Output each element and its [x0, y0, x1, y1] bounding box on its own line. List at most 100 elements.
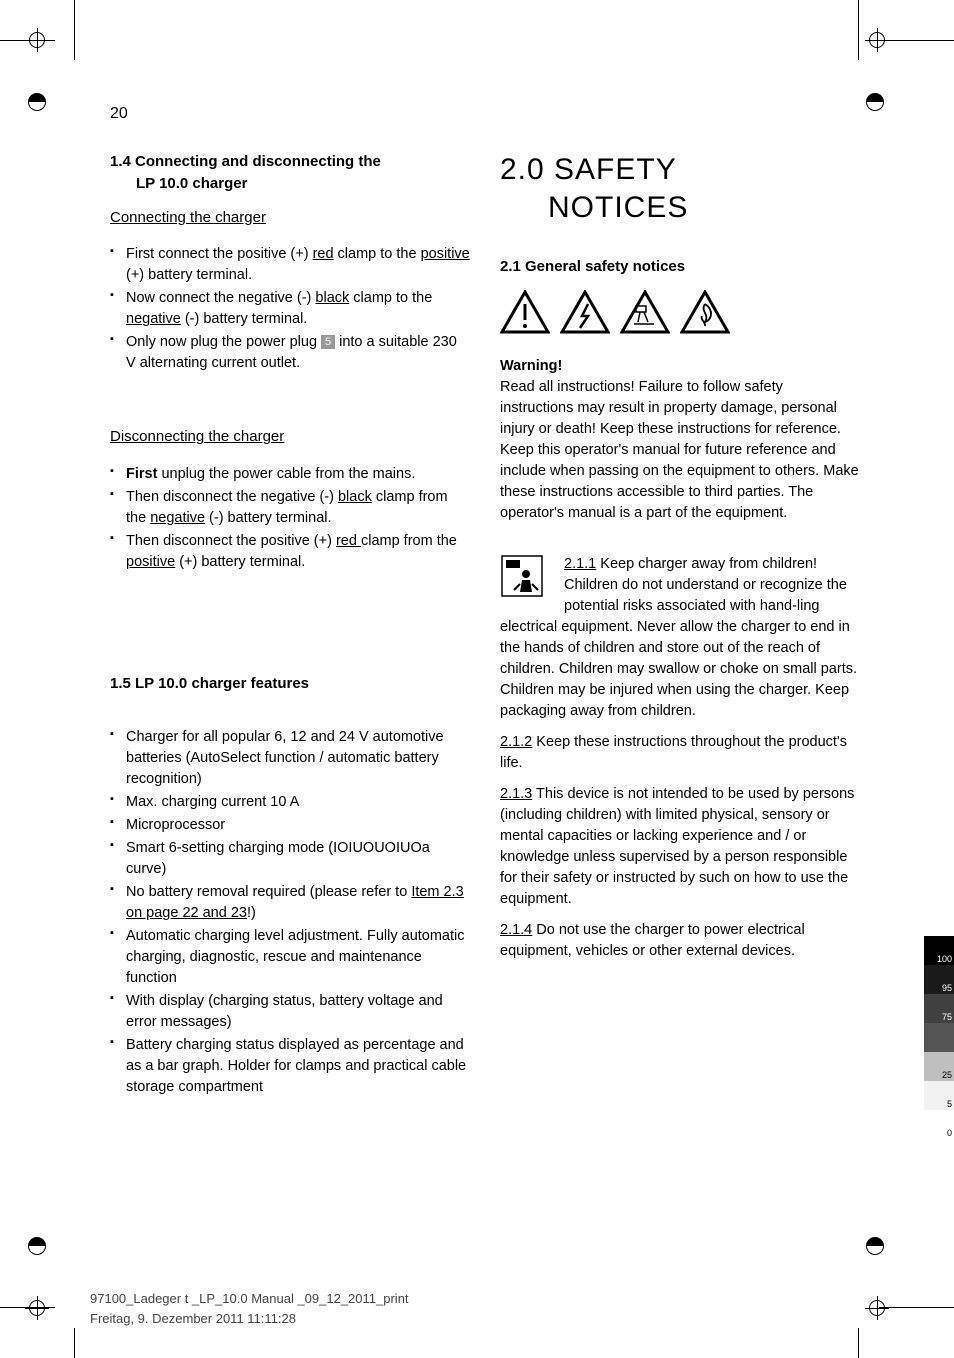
clause-number: 2.1.4 [500, 922, 532, 938]
warning-heading: Warning! [500, 356, 860, 377]
colorbar-label: 95 [942, 983, 952, 993]
text: Only now plug the power plug [126, 334, 321, 350]
colorbar-label: 5 [947, 1099, 952, 1109]
print-footer: 97100_Ladeger t _LP_10.0 Manual _09_12_2… [90, 1289, 409, 1328]
list-item: Charger for all popular 6, 12 and 24 V a… [110, 727, 470, 790]
safety-2-1-2: 2.1.2 Keep these instructions throughout… [500, 732, 860, 774]
footer-timestamp: Freitag, 9. Dezember 2011 11:11:28 [90, 1309, 409, 1329]
text: Now connect the negative (-) [126, 290, 315, 306]
crop-mark [74, 1328, 75, 1358]
registration-mark-icon [865, 28, 889, 52]
text: No battery removal required (please refe… [126, 884, 411, 900]
colorbar-segment: 25 [924, 1052, 954, 1081]
ref-number-box: 5 [321, 335, 335, 349]
connecting-label: Connecting the charger [110, 207, 266, 229]
connecting-list: First connect the positive (+) red clamp… [110, 244, 470, 374]
color-calibration-bar: 100 95 75 25 5 0 [924, 936, 954, 1139]
colorbar-label: 25 [942, 1070, 952, 1080]
text-underline: red [336, 533, 361, 549]
clause-text: This device is not intended to be used b… [500, 786, 854, 907]
keep-from-children-icon [500, 554, 550, 604]
crop-mark [858, 1328, 859, 1358]
right-column: 2.0 SAFETY NOTICES 2.1 General safety no… [500, 151, 860, 1108]
text-bold: First [126, 466, 157, 482]
list-item: With display (charging status, battery v… [110, 991, 470, 1033]
colorbar-segment: 100 [924, 936, 954, 965]
safety-2-1-3: 2.1.3 This device is not intended to be … [500, 784, 860, 910]
crop-mark [879, 1307, 954, 1308]
left-column: 1.4 Connecting and disconnecting the LP … [110, 151, 470, 1108]
list-item: Now connect the negative (-) black clamp… [110, 288, 470, 330]
text-underline: negative [126, 311, 181, 327]
crop-mark [858, 0, 859, 60]
warning-icon-row [500, 290, 860, 334]
section-1-4-heading: 1.4 Connecting and disconnecting the LP … [110, 151, 470, 195]
list-item: First connect the positive (+) red clamp… [110, 244, 470, 286]
text: First connect the positive (+) [126, 246, 313, 262]
section-1-5-heading: 1.5 LP 10.0 charger features [110, 673, 470, 695]
warning-body: Read all instructions! Failure to follow… [500, 377, 860, 524]
text: clamp from the [361, 533, 457, 549]
crop-mark [74, 0, 75, 60]
warning-fire-icon [680, 290, 730, 334]
text: clamp to the [334, 246, 421, 262]
half-circle-mark-icon [866, 1237, 884, 1255]
clause-text: Do not use the charger to power electric… [500, 922, 805, 959]
registration-mark-icon [25, 28, 49, 52]
clause-number: 2.1.2 [500, 734, 532, 750]
warning-corrosive-icon [620, 290, 670, 334]
half-circle-mark-icon [866, 93, 884, 111]
heading-text: 1.4 Connecting and disconnecting the [110, 153, 381, 170]
clause-text: Keep charger away from children! Childre… [500, 556, 857, 719]
text: (-) battery terminal. [181, 311, 308, 327]
heading-text: LP 10.0 charger [110, 173, 470, 195]
list-item: First unplug the power cable from the ma… [110, 464, 470, 485]
text-underline: black [315, 290, 349, 306]
text: (+) battery terminal. [126, 267, 252, 283]
clause-number: 2.1.3 [500, 786, 532, 802]
text-underline: positive [421, 246, 470, 262]
text: (+) battery terminal. [175, 554, 305, 570]
disconnecting-label: Disconnecting the charger [110, 426, 284, 448]
page-content: 20 1.4 Connecting and disconnecting the … [110, 105, 860, 1108]
disconnecting-list: First unplug the power cable from the ma… [110, 464, 470, 573]
half-circle-mark-icon [28, 1237, 46, 1255]
list-item: Smart 6-setting charging mode (IOIUOUOIU… [110, 838, 470, 880]
colorbar-label: 75 [942, 1012, 952, 1022]
text-underline: red [313, 246, 334, 262]
text: (-) battery terminal. [205, 510, 332, 526]
features-list: Charger for all popular 6, 12 and 24 V a… [110, 727, 470, 1098]
safety-2-1-1: 2.1.1 Keep charger away from children! C… [500, 554, 860, 722]
footer-filename: 97100_Ladeger t _LP_10.0 Manual _09_12_2… [90, 1289, 409, 1309]
registration-mark-icon [25, 1296, 49, 1320]
warning-electric-icon [560, 290, 610, 334]
registration-mark-icon [865, 1296, 889, 1320]
text-underline: negative [150, 510, 205, 526]
colorbar-segment: 5 [924, 1081, 954, 1110]
list-item: Battery charging status displayed as per… [110, 1035, 470, 1098]
colorbar-label: 100 [937, 954, 952, 964]
text-underline: black [338, 489, 372, 505]
text: unplug the power cable from the mains. [157, 466, 415, 482]
warning-exclamation-icon [500, 290, 550, 334]
title-line: NOTICES [500, 189, 860, 227]
safety-2-1-4: 2.1.4 Do not use the charger to power el… [500, 920, 860, 962]
crop-mark [879, 40, 954, 41]
colorbar-segment: 95 [924, 965, 954, 994]
colorbar-segment [924, 1023, 954, 1052]
colorbar-label: 0 [947, 1128, 952, 1138]
clause-text: Keep these instructions throughout the p… [500, 734, 847, 771]
list-item: Microprocessor [110, 815, 470, 836]
clause-number: 2.1.1 [564, 556, 596, 572]
list-item: Max. charging current 10 A [110, 792, 470, 813]
text: Then disconnect the positive (+) [126, 533, 336, 549]
page-number: 20 [110, 105, 860, 123]
half-circle-mark-icon [28, 93, 46, 111]
list-item: Automatic charging level adjustment. Ful… [110, 926, 470, 989]
title-line: 2.0 SAFETY [500, 153, 677, 186]
list-item: Only now plug the power plug 5 into a su… [110, 332, 470, 374]
section-2-1-heading: 2.1 General safety notices [500, 256, 860, 278]
list-item: No battery removal required (please refe… [110, 882, 470, 924]
text: Then disconnect the negative (-) [126, 489, 338, 505]
chapter-title: 2.0 SAFETY NOTICES [500, 151, 860, 226]
